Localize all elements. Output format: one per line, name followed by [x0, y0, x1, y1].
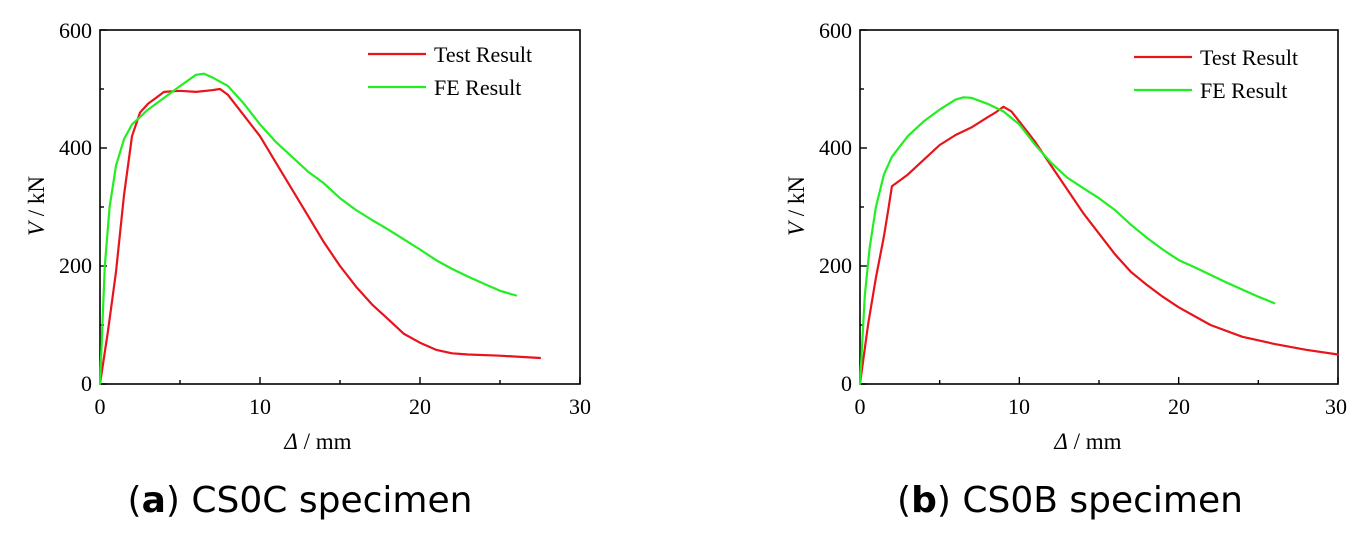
legend: Test Result FE Result — [368, 42, 532, 100]
y-tick-label: 0 — [841, 371, 852, 396]
y-axis-label: V / kN — [784, 176, 809, 236]
tick-marks — [859, 29, 1339, 385]
panel-letter: b — [911, 480, 937, 521]
y-tick-label: 0 — [81, 371, 92, 396]
panel-caption: (a) CS0C specimen — [128, 480, 473, 521]
y-tick-label: 600 — [819, 18, 852, 43]
x-axis-symbol: Δ — [1053, 429, 1068, 454]
caption-paren: ) — [937, 480, 951, 521]
x-axis-label: Δ / mm — [283, 429, 351, 454]
series-line-test-result — [98, 87, 542, 386]
y-tick-label: 600 — [59, 18, 92, 43]
panel-b: 0 10 20 30 0 200 400 600 Δ / mm V / kN T… — [784, 18, 1347, 521]
caption-paren: ( — [128, 480, 142, 521]
x-tick-label: 10 — [249, 394, 271, 419]
series-layer — [98, 72, 542, 386]
y-axis-unit: / kN — [24, 176, 49, 222]
caption-text: CS0B specimen — [951, 480, 1243, 521]
x-axis-label: Δ / mm — [1053, 429, 1121, 454]
series-line-test-result — [858, 105, 1340, 386]
y-tick-label: 200 — [59, 253, 92, 278]
y-axis-unit: / kN — [784, 176, 809, 222]
x-tick-label: 0 — [855, 394, 866, 419]
x-axis-unit: / mm — [1068, 429, 1122, 454]
x-tick-label: 0 — [95, 394, 106, 419]
x-tick-label: 30 — [569, 394, 591, 419]
legend-label-test: Test Result — [434, 42, 532, 67]
legend: Test Result FE Result — [1134, 45, 1298, 103]
panel-a: 0 10 20 30 0 200 400 600 Δ / mm V / kN T… — [24, 18, 591, 521]
x-tick-labels: 0 10 20 30 — [855, 394, 1348, 419]
x-axis-unit: / mm — [298, 429, 352, 454]
caption-paren: ( — [897, 480, 911, 521]
panel-caption: (b) CS0B specimen — [897, 480, 1243, 521]
legend-label-fe: FE Result — [1200, 78, 1287, 103]
legend-label-fe: FE Result — [434, 75, 521, 100]
x-tick-label: 10 — [1008, 394, 1030, 419]
x-axis-symbol: Δ — [283, 429, 298, 454]
series-line-fe-result — [98, 72, 518, 386]
y-tick-label: 200 — [819, 253, 852, 278]
y-tick-labels: 0 200 400 600 — [819, 18, 852, 396]
y-axis-symbol: V — [784, 219, 809, 236]
series-line-fe-result — [858, 96, 1276, 386]
panel-letter: a — [142, 480, 166, 521]
legend-label-test: Test Result — [1200, 45, 1298, 70]
y-tick-label: 400 — [819, 135, 852, 160]
y-axis-label: V / kN — [24, 176, 49, 236]
y-tick-label: 400 — [59, 135, 92, 160]
x-tick-label: 30 — [1325, 394, 1347, 419]
x-tick-label: 20 — [1168, 394, 1190, 419]
series-layer — [858, 96, 1340, 386]
y-tick-labels: 0 200 400 600 — [59, 18, 92, 396]
x-tick-label: 20 — [409, 394, 431, 419]
caption-text: CS0C specimen — [180, 480, 473, 521]
x-tick-labels: 0 10 20 30 — [95, 394, 592, 419]
y-axis-symbol: V — [24, 219, 49, 236]
caption-paren: ) — [166, 480, 180, 521]
